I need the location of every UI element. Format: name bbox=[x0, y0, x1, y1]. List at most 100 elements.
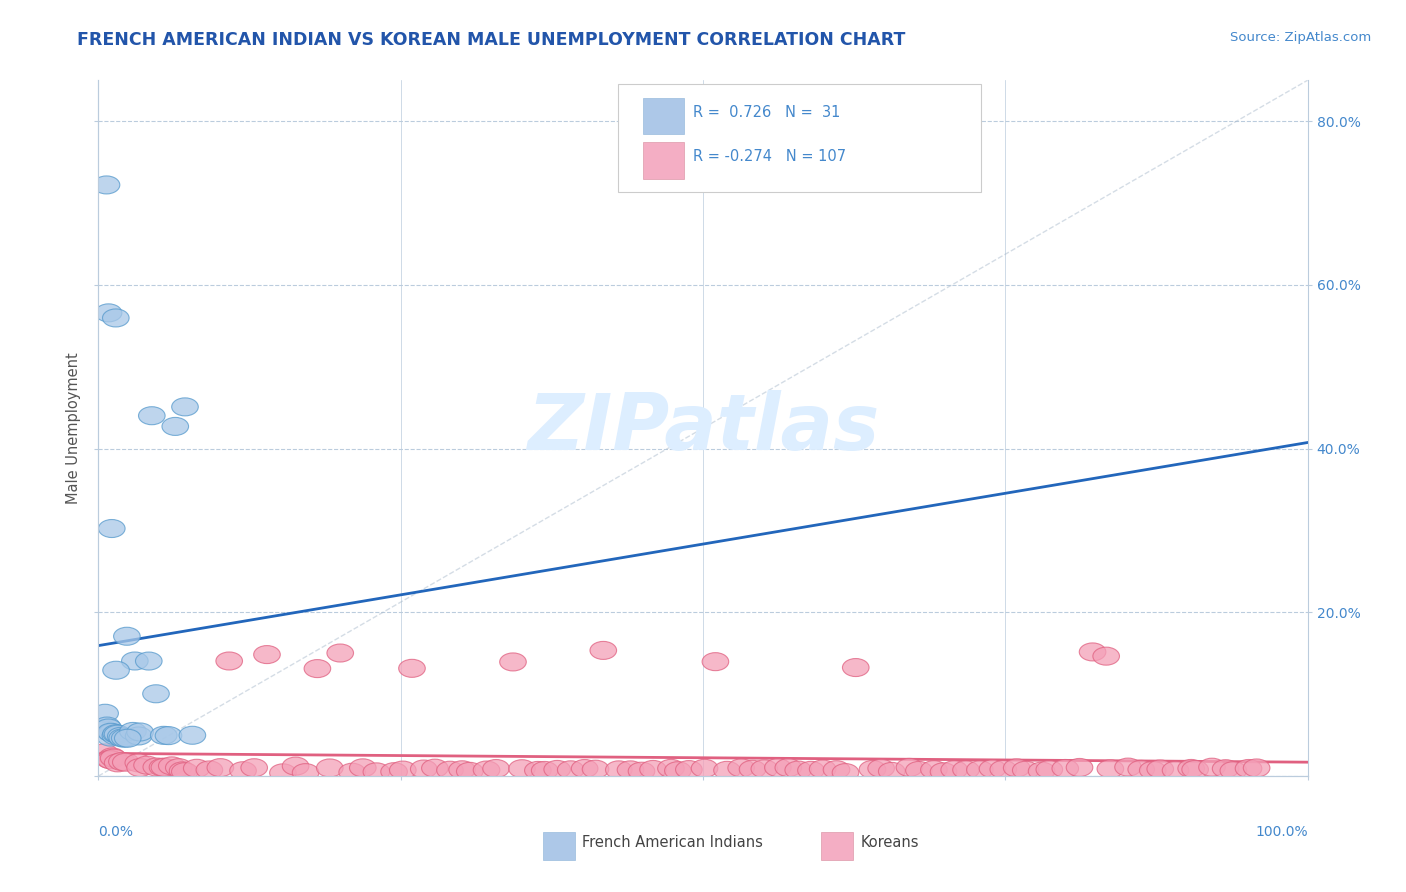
Ellipse shape bbox=[91, 705, 118, 723]
Ellipse shape bbox=[94, 717, 121, 735]
Y-axis label: Male Unemployment: Male Unemployment bbox=[66, 352, 82, 504]
Ellipse shape bbox=[797, 762, 824, 780]
Ellipse shape bbox=[775, 758, 801, 777]
Ellipse shape bbox=[422, 759, 449, 777]
Ellipse shape bbox=[628, 762, 655, 780]
Ellipse shape bbox=[240, 759, 267, 777]
Ellipse shape bbox=[524, 762, 551, 780]
FancyBboxPatch shape bbox=[543, 831, 575, 860]
Ellipse shape bbox=[97, 728, 124, 746]
Ellipse shape bbox=[283, 757, 309, 775]
Ellipse shape bbox=[482, 759, 509, 778]
FancyBboxPatch shape bbox=[821, 831, 853, 860]
Ellipse shape bbox=[166, 759, 193, 777]
Ellipse shape bbox=[96, 304, 122, 322]
Text: 0.0%: 0.0% bbox=[98, 825, 134, 838]
Ellipse shape bbox=[97, 723, 124, 741]
Ellipse shape bbox=[114, 627, 141, 645]
Ellipse shape bbox=[104, 754, 131, 772]
Ellipse shape bbox=[253, 646, 280, 664]
Ellipse shape bbox=[328, 644, 353, 662]
Ellipse shape bbox=[96, 719, 122, 737]
Ellipse shape bbox=[1028, 762, 1054, 780]
Ellipse shape bbox=[1012, 761, 1039, 780]
Ellipse shape bbox=[941, 761, 967, 779]
Ellipse shape bbox=[1052, 759, 1078, 778]
Ellipse shape bbox=[207, 758, 233, 777]
Ellipse shape bbox=[606, 761, 633, 779]
Ellipse shape bbox=[765, 758, 792, 777]
Ellipse shape bbox=[100, 749, 127, 767]
Ellipse shape bbox=[931, 763, 957, 780]
Ellipse shape bbox=[103, 309, 129, 327]
Ellipse shape bbox=[411, 760, 437, 778]
Ellipse shape bbox=[979, 760, 1005, 778]
Ellipse shape bbox=[751, 760, 778, 778]
Ellipse shape bbox=[139, 407, 165, 425]
Ellipse shape bbox=[98, 723, 125, 742]
Ellipse shape bbox=[363, 763, 389, 780]
Ellipse shape bbox=[868, 759, 894, 777]
Ellipse shape bbox=[127, 758, 153, 777]
Ellipse shape bbox=[149, 758, 176, 776]
Ellipse shape bbox=[121, 652, 148, 670]
Ellipse shape bbox=[98, 519, 125, 538]
Ellipse shape bbox=[97, 751, 124, 769]
Ellipse shape bbox=[832, 764, 859, 781]
Ellipse shape bbox=[714, 762, 741, 780]
Ellipse shape bbox=[108, 753, 135, 771]
Ellipse shape bbox=[1066, 758, 1092, 776]
Ellipse shape bbox=[183, 759, 209, 777]
Ellipse shape bbox=[728, 759, 755, 777]
Ellipse shape bbox=[1243, 759, 1270, 777]
Ellipse shape bbox=[217, 652, 242, 670]
Ellipse shape bbox=[1212, 760, 1239, 778]
Ellipse shape bbox=[740, 760, 766, 779]
Ellipse shape bbox=[1036, 761, 1063, 779]
Ellipse shape bbox=[96, 750, 122, 768]
Ellipse shape bbox=[120, 723, 146, 740]
Ellipse shape bbox=[135, 652, 162, 670]
Ellipse shape bbox=[159, 756, 186, 775]
Ellipse shape bbox=[457, 763, 484, 780]
Ellipse shape bbox=[474, 761, 499, 779]
Text: ZIPatlas: ZIPatlas bbox=[527, 390, 879, 467]
Ellipse shape bbox=[103, 661, 129, 679]
Ellipse shape bbox=[339, 764, 366, 781]
Ellipse shape bbox=[499, 653, 526, 671]
Ellipse shape bbox=[531, 762, 558, 780]
Ellipse shape bbox=[93, 176, 120, 194]
Ellipse shape bbox=[1080, 643, 1107, 661]
Ellipse shape bbox=[449, 761, 475, 779]
Ellipse shape bbox=[1147, 760, 1174, 778]
Ellipse shape bbox=[702, 653, 728, 671]
Ellipse shape bbox=[1163, 761, 1189, 780]
Ellipse shape bbox=[110, 729, 135, 747]
Ellipse shape bbox=[557, 761, 583, 779]
Ellipse shape bbox=[824, 761, 849, 779]
Ellipse shape bbox=[98, 747, 125, 766]
Ellipse shape bbox=[1097, 760, 1123, 778]
Ellipse shape bbox=[921, 761, 948, 779]
Text: FRENCH AMERICAN INDIAN VS KOREAN MALE UNEMPLOYMENT CORRELATION CHART: FRENCH AMERICAN INDIAN VS KOREAN MALE UN… bbox=[77, 31, 905, 49]
Ellipse shape bbox=[966, 761, 993, 779]
Ellipse shape bbox=[316, 759, 343, 777]
Ellipse shape bbox=[591, 641, 617, 659]
Ellipse shape bbox=[229, 762, 256, 780]
Ellipse shape bbox=[111, 729, 138, 747]
Ellipse shape bbox=[304, 659, 330, 678]
Ellipse shape bbox=[665, 762, 692, 780]
Ellipse shape bbox=[617, 761, 644, 779]
Text: Source: ZipAtlas.com: Source: ZipAtlas.com bbox=[1230, 31, 1371, 45]
Ellipse shape bbox=[162, 417, 188, 435]
Ellipse shape bbox=[91, 744, 118, 762]
Ellipse shape bbox=[104, 725, 131, 743]
Ellipse shape bbox=[1004, 759, 1031, 777]
Ellipse shape bbox=[127, 723, 153, 741]
Ellipse shape bbox=[675, 761, 702, 779]
Ellipse shape bbox=[544, 760, 571, 779]
Ellipse shape bbox=[143, 758, 170, 776]
Ellipse shape bbox=[172, 763, 198, 780]
Ellipse shape bbox=[169, 762, 195, 780]
Ellipse shape bbox=[509, 760, 536, 778]
